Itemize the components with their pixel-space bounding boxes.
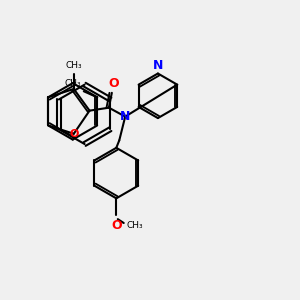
- Text: N: N: [153, 59, 163, 72]
- Text: CH₃: CH₃: [64, 79, 81, 88]
- Text: O: O: [108, 77, 119, 90]
- Text: N: N: [120, 110, 130, 123]
- Text: CH₃: CH₃: [65, 61, 82, 70]
- Text: O: O: [69, 129, 79, 139]
- Text: CH₃: CH₃: [127, 220, 143, 230]
- Text: O: O: [111, 219, 122, 232]
